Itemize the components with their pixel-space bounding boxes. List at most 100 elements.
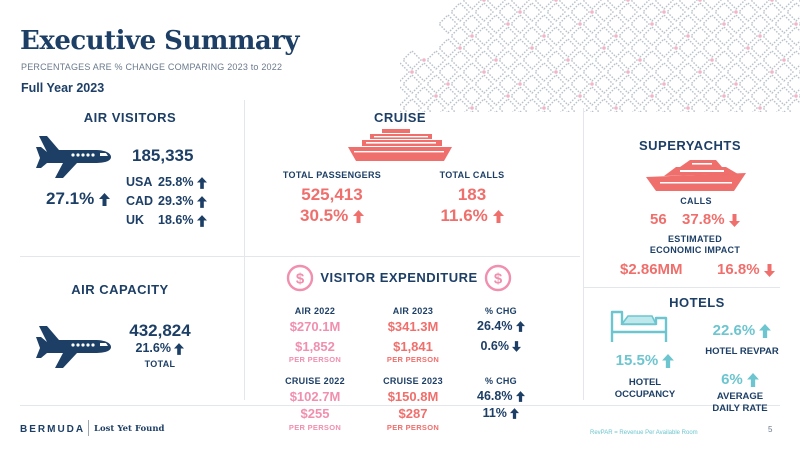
pattern-diamond bbox=[583, 15, 601, 33]
pattern-dot bbox=[794, 22, 798, 26]
pattern-diamond bbox=[691, 51, 709, 69]
pattern-diamond bbox=[643, 3, 661, 21]
pattern-diamond bbox=[487, 63, 505, 81]
pattern-diamond bbox=[511, 15, 529, 33]
pattern-diamond bbox=[727, 0, 745, 9]
pattern-diamond bbox=[559, 0, 577, 9]
pattern-diamond bbox=[763, 75, 781, 93]
pattern-diamond bbox=[571, 75, 589, 93]
pattern-diamond bbox=[619, 51, 637, 69]
pattern-diamond bbox=[595, 27, 613, 45]
pattern-dot bbox=[470, 34, 474, 38]
pattern-diamond bbox=[727, 87, 745, 105]
cruise-passengers-label: TOTAL PASSENGERS bbox=[272, 170, 392, 180]
pattern-diamond bbox=[619, 99, 637, 112]
pattern-dot bbox=[674, 46, 678, 50]
pattern-dot bbox=[734, 10, 738, 14]
pattern-diamond bbox=[787, 51, 800, 69]
cruise-ship-icon bbox=[348, 128, 452, 162]
arrow-up-icon bbox=[197, 196, 207, 208]
pattern-dot bbox=[458, 46, 462, 50]
pattern-diamond bbox=[487, 87, 505, 105]
pattern-dot bbox=[626, 70, 630, 74]
arrow-up-icon bbox=[197, 215, 207, 227]
divider-vertical-left bbox=[244, 100, 245, 400]
pattern-diamond bbox=[499, 27, 517, 45]
pattern-diamond bbox=[547, 51, 565, 69]
pattern-diamond bbox=[463, 39, 481, 57]
pattern-diamond bbox=[439, 15, 457, 33]
pattern-dot bbox=[686, 34, 690, 38]
pattern-diamond bbox=[487, 15, 505, 33]
pattern-diamond bbox=[739, 99, 757, 112]
pattern-diamond bbox=[427, 51, 445, 69]
pattern-diamond bbox=[523, 99, 541, 112]
pattern-diamond bbox=[535, 87, 553, 105]
pattern-diamond bbox=[631, 15, 649, 33]
pattern-diamond bbox=[499, 51, 517, 69]
market-change: 18.6% bbox=[158, 213, 193, 227]
pattern-diamond bbox=[535, 15, 553, 33]
air-chg-total: 26.4% bbox=[466, 319, 536, 333]
air-2023-per-person: $1,841 bbox=[368, 339, 458, 354]
pattern-diamond bbox=[715, 27, 733, 45]
pattern-diamond bbox=[439, 87, 457, 105]
arrow-down-icon bbox=[512, 341, 521, 352]
divider-horizontal-right bbox=[583, 287, 780, 288]
pattern-diamond bbox=[583, 63, 601, 81]
pattern-diamond bbox=[400, 87, 409, 105]
pattern-diamond bbox=[451, 27, 469, 45]
market-code: USA bbox=[126, 175, 158, 189]
per-person-label: PER PERSON bbox=[368, 355, 458, 364]
pattern-diamond bbox=[415, 87, 433, 105]
air-2023-label: AIR 2023 bbox=[368, 306, 458, 316]
pattern-diamond bbox=[703, 15, 721, 33]
pattern-dot bbox=[650, 94, 654, 98]
pattern-diamond bbox=[451, 3, 469, 21]
pattern-dot bbox=[542, 106, 546, 110]
pattern-diamond bbox=[667, 75, 685, 93]
arrow-up-icon bbox=[759, 324, 771, 338]
pattern-diamond bbox=[691, 75, 709, 93]
pattern-dot bbox=[662, 10, 666, 14]
air-2022-total: $270.1M bbox=[270, 319, 360, 334]
pattern-diamond bbox=[679, 15, 697, 33]
pattern-diamond bbox=[559, 87, 577, 105]
pattern-dot bbox=[650, 22, 654, 26]
pattern-diamond bbox=[655, 39, 673, 57]
page-subtitle: PERCENTAGES ARE % CHANGE COMPARING 2023 … bbox=[21, 62, 282, 72]
pattern-dot bbox=[434, 94, 438, 98]
pattern-diamond bbox=[463, 87, 481, 105]
pattern-diamond bbox=[715, 3, 733, 21]
pattern-diamond bbox=[607, 15, 625, 33]
pattern-dot bbox=[590, 82, 594, 86]
arrow-up-icon bbox=[516, 391, 525, 402]
pattern-diamond bbox=[727, 39, 745, 57]
pattern-diamond bbox=[403, 51, 421, 69]
pattern-dot bbox=[722, 94, 726, 98]
pattern-diamond bbox=[475, 75, 493, 93]
pattern-diamond bbox=[775, 0, 793, 9]
pattern-dot bbox=[638, 58, 642, 62]
pattern-diamond bbox=[619, 3, 637, 21]
pattern-diamond bbox=[739, 51, 757, 69]
dollar-icon: $ bbox=[286, 264, 314, 292]
pattern-diamond bbox=[523, 27, 541, 45]
hotel-revpar-label: HOTEL REVPAR bbox=[702, 346, 782, 358]
pattern-diamond bbox=[679, 39, 697, 57]
pattern-diamond bbox=[400, 63, 409, 81]
pattern-dot bbox=[554, 70, 558, 74]
market-usa: USA 25.8% bbox=[126, 175, 207, 189]
pattern-diamond bbox=[643, 99, 661, 112]
brand-logo: BERMUDA bbox=[20, 424, 85, 435]
hotel-adr-label: AVERAGE DAILY RATE bbox=[700, 391, 780, 415]
arrow-down-icon bbox=[729, 214, 740, 227]
pattern-diamond bbox=[691, 3, 709, 21]
svg-text:$: $ bbox=[296, 271, 305, 288]
pattern-dot bbox=[614, 106, 618, 110]
cruise-2022-total: $102.7M bbox=[270, 389, 360, 404]
cruise-2023-label: CRUISE 2023 bbox=[368, 376, 458, 386]
pattern-dot bbox=[506, 94, 510, 98]
pattern-diamond bbox=[499, 75, 517, 93]
pattern-dot bbox=[698, 0, 702, 2]
